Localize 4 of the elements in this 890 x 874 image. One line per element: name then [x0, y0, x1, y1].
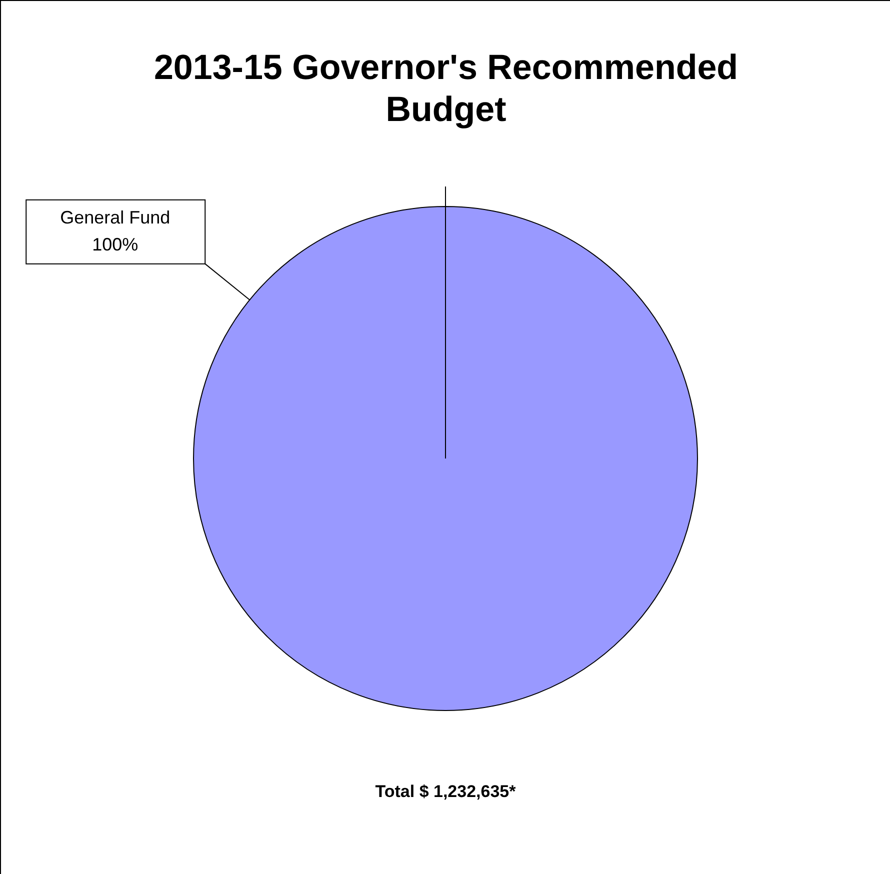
chart-title: 2013-15 Governor's Recommended Budget	[152, 47, 740, 131]
slice-label: General Fund	[60, 208, 170, 228]
data-label: 100%	[92, 234, 138, 254]
text: Total $ 1,232,635*	[374, 782, 517, 802]
